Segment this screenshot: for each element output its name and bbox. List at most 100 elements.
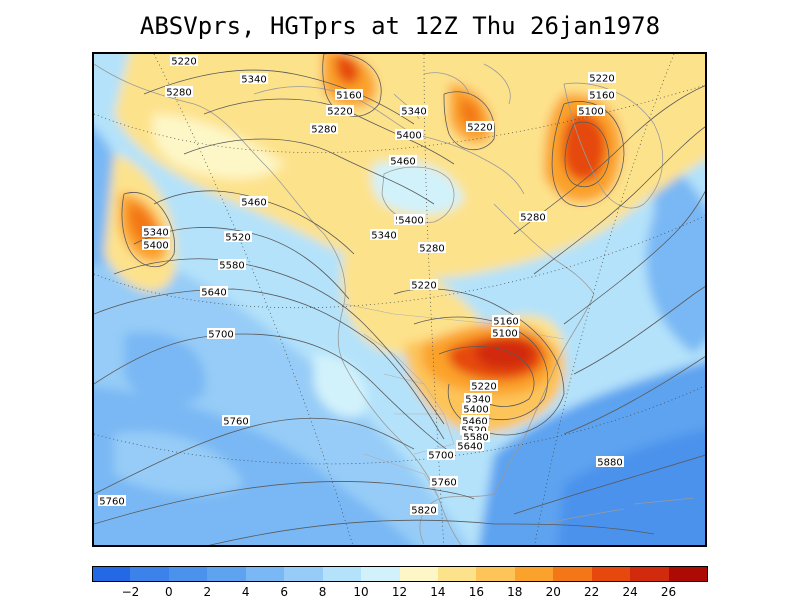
colorbar-swatch — [92, 566, 131, 582]
svg-text:5100: 5100 — [578, 107, 603, 118]
contour-label: 5400 — [395, 129, 423, 142]
colorbar-tick-label: 12 — [391, 585, 408, 599]
svg-text:5460: 5460 — [462, 417, 487, 428]
svg-text:5160: 5160 — [493, 317, 518, 328]
field-north1-red — [336, 54, 360, 85]
field-mid-light — [314, 354, 367, 418]
colorbar-swatch — [476, 566, 516, 582]
colorbar-swatch — [130, 566, 170, 582]
contour-label: 5220 — [170, 55, 198, 68]
colorbar-tick-label: 22 — [584, 585, 600, 599]
contour-label: 5160 — [492, 315, 520, 328]
colorbar-tick-label: 10 — [353, 585, 369, 599]
vorticity-fill — [94, 54, 705, 545]
contour-label: 5640 — [200, 286, 228, 299]
contour-label: 5280 — [165, 86, 193, 99]
svg-text:5580: 5580 — [463, 433, 488, 444]
svg-text:5760: 5760 — [223, 417, 248, 428]
contour-nw-low — [322, 54, 382, 117]
contour-ne-low-2 — [564, 121, 610, 188]
contour-label: 5520 — [224, 231, 252, 244]
contour-label: 5160 — [335, 89, 363, 102]
svg-text:5340: 5340 — [241, 75, 266, 86]
coast-east-us — [493, 293, 595, 495]
colorbar-tick-label: 0 — [165, 585, 173, 599]
colorbar-tick-label: 16 — [468, 585, 485, 599]
lon-line-3 — [534, 54, 675, 545]
contour-label: 5220 — [326, 105, 354, 118]
field-south-blue — [94, 386, 414, 545]
colorbar-tick-label: 26 — [660, 585, 677, 599]
svg-text:5400: 5400 — [398, 216, 423, 227]
coast-caribbean — [543, 497, 695, 525]
contour-label: 5340 — [370, 229, 398, 242]
contour-label: 5760 — [98, 495, 126, 508]
border-us-canada — [343, 303, 565, 340]
contour-label: 5700 — [207, 328, 235, 341]
colorbar-tick-label: 6 — [280, 585, 289, 599]
contour-label: 5340 — [464, 393, 492, 406]
map-panel: 5220 5340 5280 5160 5220 5280 5340 5400 5220 5220… — [92, 52, 707, 547]
svg-text:5340: 5340 — [401, 107, 426, 118]
svg-text:5640: 5640 — [457, 442, 482, 453]
map-title: ABSVprs, HGTprs at 12Z Thu 26jan1978 — [139, 12, 661, 40]
contour-east-5 — [563, 356, 705, 435]
contour-label: 5220 — [410, 279, 438, 292]
svg-text:5640: 5640 — [201, 288, 226, 299]
contour-5760-w — [94, 417, 415, 495]
colorbar-swatch — [207, 566, 247, 582]
contour-east-4 — [573, 286, 705, 375]
colorbar-swatch — [245, 566, 285, 582]
colorbar-swatch — [399, 566, 439, 582]
svg-text:5280: 5280 — [419, 244, 444, 255]
svg-text:5880: 5880 — [597, 458, 622, 469]
contour-5820 — [208, 519, 655, 545]
contour-east-3 — [563, 190, 705, 325]
contour-label: 5580 — [218, 259, 246, 272]
colorbar-tick-label: 4 — [241, 585, 250, 599]
svg-text:5220: 5220 — [471, 382, 496, 393]
colorbar-tick-label: 14 — [430, 585, 446, 599]
colorbar-swatch — [168, 566, 208, 582]
colorbar-swatch — [284, 566, 324, 582]
contour-ne-low-1 — [551, 101, 625, 207]
colorbar-swatch — [514, 566, 554, 582]
lat-line-3 — [94, 385, 705, 465]
svg-text:5340: 5340 — [143, 228, 168, 239]
svg-text:5340: 5340 — [465, 395, 490, 406]
contour-trough-2 — [413, 316, 548, 420]
contour-label: 5460 — [461, 415, 489, 428]
svg-text:5700: 5700 — [428, 451, 453, 462]
svg-text:5400: 5400 — [463, 405, 488, 416]
contour-label: 5760 — [430, 476, 458, 489]
contour-east-2 — [533, 126, 705, 275]
contour-5460 — [153, 190, 355, 255]
field-mid-pacific — [124, 332, 206, 405]
contour-5580 — [113, 258, 445, 425]
contour-label: 5280 — [519, 211, 547, 224]
coast-hudson — [381, 166, 455, 224]
contour-label: 5280 — [310, 123, 338, 136]
colorbar-swatch — [553, 566, 593, 582]
contour-n-low — [443, 91, 496, 151]
contour-5760-s — [94, 481, 475, 525]
contour-label: 5400 — [397, 214, 425, 227]
svg-text:5520: 5520 — [225, 233, 250, 244]
field-south-pacific — [114, 431, 244, 495]
colorbar-swatch — [591, 566, 631, 582]
field-ne-red — [562, 113, 606, 182]
contour-label: 5160 — [588, 89, 616, 102]
field-east-blue — [646, 154, 705, 354]
svg-text:5100: 5100 — [492, 329, 517, 340]
contour-label: 5340 — [142, 226, 170, 239]
colorbar-swatch — [437, 566, 477, 582]
field-north2-red — [460, 99, 480, 128]
svg-text:5280: 5280 — [166, 88, 191, 99]
contour-5400-n — [183, 138, 435, 205]
svg-text:5580: 5580 — [219, 261, 244, 272]
colorbar-tick-label: 24 — [622, 585, 638, 599]
svg-text:5220: 5220 — [467, 123, 492, 134]
contour-gulf-low — [121, 192, 176, 268]
svg-text:5340: 5340 — [371, 231, 396, 242]
contour-label: 5820 — [410, 504, 438, 517]
